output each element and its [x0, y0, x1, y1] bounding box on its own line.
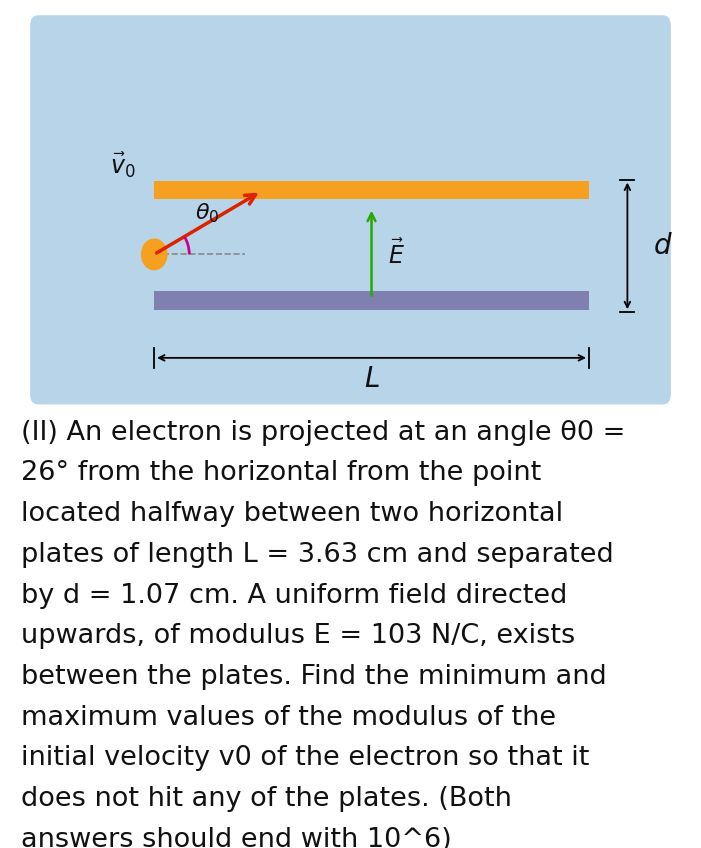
- Text: $d$: $d$: [653, 232, 672, 260]
- Text: (II) An electron is projected at an angle θ0 =: (II) An electron is projected at an angl…: [21, 420, 625, 446]
- Text: plates of length L = 3.63 cm and separated: plates of length L = 3.63 cm and separat…: [21, 542, 614, 568]
- Text: maximum values of the modulus of the: maximum values of the modulus of the: [21, 705, 556, 731]
- Text: 26° from the horizontal from the point: 26° from the horizontal from the point: [21, 460, 541, 487]
- FancyBboxPatch shape: [30, 15, 671, 404]
- Text: $\theta_0$: $\theta_0$: [195, 202, 219, 226]
- Text: $\vec{E}$: $\vec{E}$: [388, 239, 404, 270]
- Text: $L$: $L$: [364, 365, 379, 393]
- Circle shape: [142, 239, 167, 270]
- Text: upwards, of modulus E = 103 N/C, exists: upwards, of modulus E = 103 N/C, exists: [21, 623, 576, 650]
- Text: does not hit any of the plates. (Both: does not hit any of the plates. (Both: [21, 786, 512, 812]
- Text: initial velocity v0 of the electron so that it: initial velocity v0 of the electron so t…: [21, 745, 590, 772]
- Text: answers should end with 10^6): answers should end with 10^6): [21, 827, 451, 848]
- Text: $\vec{v}_0$: $\vec{v}_0$: [110, 150, 135, 181]
- Bar: [154, 181, 589, 199]
- Bar: [154, 291, 589, 310]
- Text: between the plates. Find the minimum and: between the plates. Find the minimum and: [21, 664, 607, 690]
- Text: by d = 1.07 cm. A uniform field directed: by d = 1.07 cm. A uniform field directed: [21, 583, 567, 609]
- Text: located halfway between two horizontal: located halfway between two horizontal: [21, 501, 563, 527]
